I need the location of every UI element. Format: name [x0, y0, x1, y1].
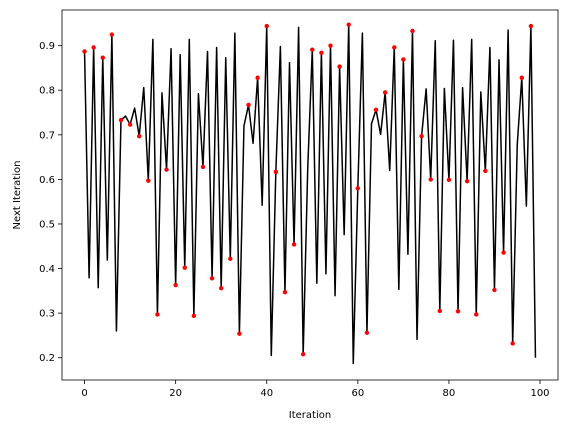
x-tick-label-80: 80 [443, 388, 456, 399]
x-axis-label: Iteration [289, 410, 331, 421]
data-point-82 [455, 309, 461, 314]
data-point-58 [346, 22, 351, 27]
data-point-22 [182, 265, 187, 270]
data-point-4 [100, 55, 105, 60]
data-point-44 [282, 289, 288, 295]
data-point-96 [519, 75, 524, 80]
data-point-34 [237, 331, 242, 336]
data-point-12 [137, 133, 142, 139]
y-tick-label-0.9: 0.9 [39, 41, 55, 52]
plot-frame [61, 9, 559, 381]
data-point-6 [109, 32, 115, 37]
data-point-50 [310, 47, 315, 52]
data-point-90 [492, 287, 497, 293]
y-axis-label: Next Iteration [12, 161, 23, 230]
data-point-8 [118, 117, 124, 123]
data-point-74 [419, 133, 424, 139]
data-point-68 [392, 45, 397, 50]
x-tick-label-20: 20 [169, 388, 182, 399]
series-lines [83, 23, 537, 365]
data-point-36 [246, 102, 251, 108]
series-markers [82, 22, 534, 357]
data-point-30 [218, 285, 224, 291]
data-point-60 [355, 186, 361, 191]
series-line-0 [83, 23, 537, 365]
data-point-80 [446, 177, 452, 183]
data-point-94 [510, 341, 515, 346]
data-point-66 [382, 90, 388, 95]
data-point-28 [209, 276, 215, 281]
data-point-92 [501, 250, 506, 255]
data-point-98 [528, 23, 534, 29]
data-point-10 [127, 122, 133, 127]
data-point-38 [255, 75, 260, 80]
data-point-24 [191, 313, 197, 319]
x-tick-label-60: 60 [351, 388, 364, 399]
data-point-84 [464, 178, 470, 184]
data-point-70 [401, 57, 406, 62]
y-tick-label-0.8: 0.8 [39, 86, 55, 97]
x-tick-label-0: 0 [81, 388, 87, 399]
data-point-72 [410, 28, 415, 34]
data-point-86 [474, 312, 479, 317]
y-tick-label-0.6: 0.6 [39, 175, 55, 186]
x-tick-label-100: 100 [530, 388, 549, 399]
data-point-18 [164, 167, 169, 172]
y-tick-label-0.3: 0.3 [39, 309, 55, 320]
y-tick-label-0.7: 0.7 [39, 130, 55, 141]
data-point-14 [146, 178, 151, 183]
data-point-48 [300, 351, 306, 357]
data-point-16 [155, 312, 160, 317]
plot-area [62, 10, 558, 380]
y-tick-label-0.2: 0.2 [39, 353, 55, 364]
data-point-20 [173, 282, 178, 288]
data-point-62 [364, 330, 370, 335]
data-point-88 [483, 168, 488, 174]
data-point-56 [337, 64, 342, 69]
x-axis: 0 20 40 60 80 100 [81, 380, 550, 399]
data-point-52 [319, 50, 324, 55]
data-point-76 [428, 177, 433, 182]
data-point-64 [373, 107, 379, 113]
data-point-54 [328, 43, 333, 48]
data-point-46 [291, 242, 297, 247]
data-point-2 [91, 45, 96, 50]
data-point-32 [228, 256, 233, 261]
data-point-40 [264, 23, 269, 29]
data-point-78 [437, 308, 443, 314]
y-tick-label-0.5: 0.5 [39, 219, 55, 230]
data-point-0 [82, 49, 87, 54]
data-point-42 [273, 169, 279, 175]
y-axis: 0.2 0.3 0.4 0.5 0.6 0.7 0.8 0.9 [39, 41, 62, 364]
data-point-26 [200, 164, 206, 170]
y-tick-label-0.4: 0.4 [39, 264, 55, 275]
x-tick-label-40: 40 [260, 388, 273, 399]
